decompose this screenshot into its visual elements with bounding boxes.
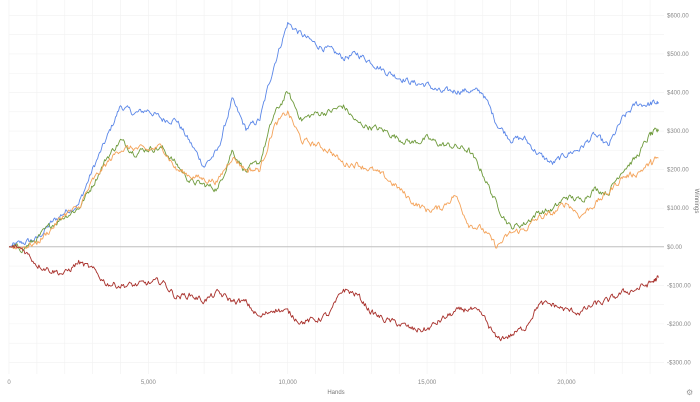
x-axis-title: Hands <box>327 390 344 396</box>
series-lines <box>8 21 659 342</box>
x-tick-label: 10,000 <box>279 380 298 386</box>
y-tick-label: -$200.00 <box>667 322 691 328</box>
grid <box>8 0 664 374</box>
y-axis-title: Winnings <box>693 189 699 214</box>
y-tick-label: $100.00 <box>667 206 689 212</box>
y-tick-label: -$300.00 <box>667 360 691 366</box>
y-axis-ticks: $600.00 $500.00 $400.00 $300.00 $200.00 $100.… <box>667 13 691 366</box>
gear-icon[interactable]: ⚙ <box>686 388 694 397</box>
x-axis-ticks: 0 5,000 10,000 15,000 20,000 <box>7 380 576 386</box>
x-tick-label: 15,000 <box>418 380 437 386</box>
y-tick-label: $200.00 <box>667 168 689 174</box>
series-line-0 <box>8 21 659 248</box>
x-tick-label: 5,000 <box>141 380 157 386</box>
y-tick-label: $300.00 <box>667 129 689 135</box>
x-tick-label: 20,000 <box>557 380 576 386</box>
series-line-3 <box>8 244 659 342</box>
y-tick-label: $600.00 <box>667 13 689 19</box>
series-line-2 <box>9 110 659 250</box>
y-tick-label: $400.00 <box>667 91 689 97</box>
y-tick-label: -$100.00 <box>667 283 691 289</box>
x-tick-label: 0 <box>7 380 11 386</box>
y-tick-label: $0.00 <box>667 245 683 251</box>
y-tick-label: $500.00 <box>667 52 689 58</box>
series-line-1 <box>8 91 659 254</box>
